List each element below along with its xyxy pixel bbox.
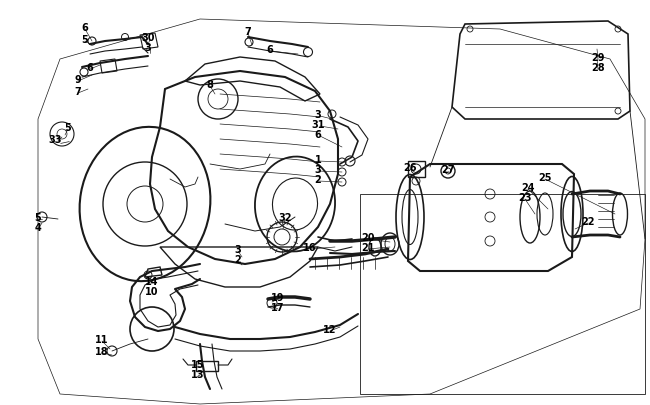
Text: 24: 24 xyxy=(521,183,535,192)
Text: 12: 12 xyxy=(323,324,337,334)
Text: 10: 10 xyxy=(145,286,159,296)
Text: 32: 32 xyxy=(278,213,292,222)
Text: 2: 2 xyxy=(235,254,241,264)
Text: 29: 29 xyxy=(592,53,604,63)
Text: 22: 22 xyxy=(581,216,595,226)
Text: 3: 3 xyxy=(235,244,241,254)
Text: 3: 3 xyxy=(315,164,321,175)
Text: 7: 7 xyxy=(244,27,252,37)
Text: 28: 28 xyxy=(592,63,604,73)
Text: 21: 21 xyxy=(361,243,375,252)
Text: 5: 5 xyxy=(64,123,72,133)
Text: 20: 20 xyxy=(361,232,375,243)
Text: 3: 3 xyxy=(315,110,321,120)
Text: 4: 4 xyxy=(34,222,42,232)
Text: 2: 2 xyxy=(315,175,321,185)
Text: 31: 31 xyxy=(311,120,325,130)
Text: 6: 6 xyxy=(315,130,321,140)
Text: 3: 3 xyxy=(144,43,151,53)
Text: 5: 5 xyxy=(82,35,88,45)
Text: 6: 6 xyxy=(86,63,94,73)
Text: 16: 16 xyxy=(304,243,317,252)
Text: 11: 11 xyxy=(96,334,109,344)
Text: 7: 7 xyxy=(75,87,81,97)
Text: 8: 8 xyxy=(207,80,213,90)
Text: 18: 18 xyxy=(95,346,109,356)
Text: 30: 30 xyxy=(141,33,155,43)
Text: 5: 5 xyxy=(34,213,42,222)
Text: 9: 9 xyxy=(75,75,81,85)
Text: 27: 27 xyxy=(441,164,455,175)
Text: 25: 25 xyxy=(538,173,552,183)
Text: 19: 19 xyxy=(271,292,285,302)
Text: 15: 15 xyxy=(191,359,205,369)
Text: 6: 6 xyxy=(82,23,88,33)
Text: 1: 1 xyxy=(315,155,321,164)
Text: 13: 13 xyxy=(191,369,205,379)
Text: 26: 26 xyxy=(403,162,417,173)
Text: 17: 17 xyxy=(271,302,285,312)
Text: 33: 33 xyxy=(48,135,62,145)
Text: 23: 23 xyxy=(518,192,532,202)
Text: 14: 14 xyxy=(145,276,159,286)
Text: 6: 6 xyxy=(266,45,274,55)
